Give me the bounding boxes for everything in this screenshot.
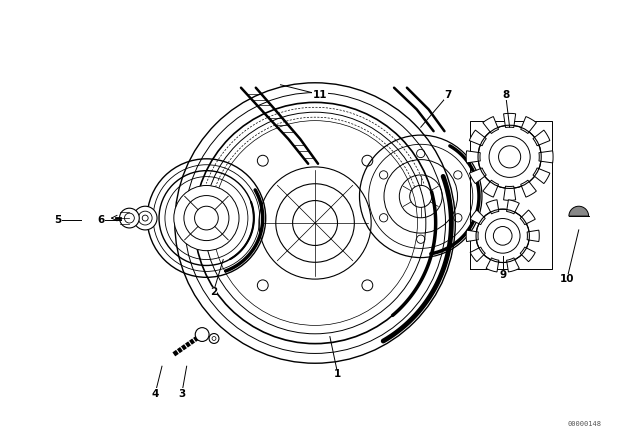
Wedge shape	[469, 168, 486, 184]
Text: 1: 1	[334, 369, 341, 379]
Wedge shape	[469, 130, 486, 146]
Wedge shape	[507, 200, 519, 214]
Wedge shape	[527, 230, 540, 241]
Wedge shape	[569, 206, 589, 216]
Text: 8: 8	[502, 90, 509, 99]
Wedge shape	[483, 116, 499, 134]
Text: 2: 2	[210, 287, 217, 297]
Wedge shape	[504, 113, 516, 128]
Wedge shape	[533, 130, 550, 146]
Wedge shape	[470, 247, 485, 262]
Circle shape	[360, 135, 482, 258]
Wedge shape	[466, 230, 478, 241]
Circle shape	[476, 209, 529, 263]
Text: 9: 9	[499, 270, 506, 280]
Wedge shape	[507, 258, 519, 272]
Text: 4: 4	[152, 389, 159, 399]
Circle shape	[147, 159, 266, 277]
Text: 7: 7	[445, 90, 452, 99]
Wedge shape	[466, 151, 480, 163]
Text: 6: 6	[97, 215, 104, 225]
Wedge shape	[483, 180, 499, 197]
Circle shape	[175, 83, 455, 363]
Wedge shape	[521, 180, 536, 197]
Circle shape	[174, 185, 239, 251]
Wedge shape	[521, 116, 536, 134]
Circle shape	[209, 334, 219, 344]
Wedge shape	[470, 210, 485, 224]
Wedge shape	[486, 258, 499, 272]
Wedge shape	[504, 186, 516, 200]
Text: 3: 3	[178, 389, 186, 399]
Wedge shape	[533, 168, 550, 184]
Circle shape	[133, 206, 157, 230]
Circle shape	[259, 167, 371, 279]
Wedge shape	[520, 247, 535, 262]
Circle shape	[120, 208, 140, 228]
Wedge shape	[520, 210, 535, 224]
Wedge shape	[539, 151, 553, 163]
Text: 00000148: 00000148	[568, 422, 602, 427]
Text: 10: 10	[559, 274, 574, 284]
Text: 11: 11	[313, 90, 327, 99]
Wedge shape	[486, 200, 499, 214]
Circle shape	[478, 125, 541, 189]
Text: 5: 5	[54, 215, 62, 225]
Circle shape	[195, 327, 209, 341]
